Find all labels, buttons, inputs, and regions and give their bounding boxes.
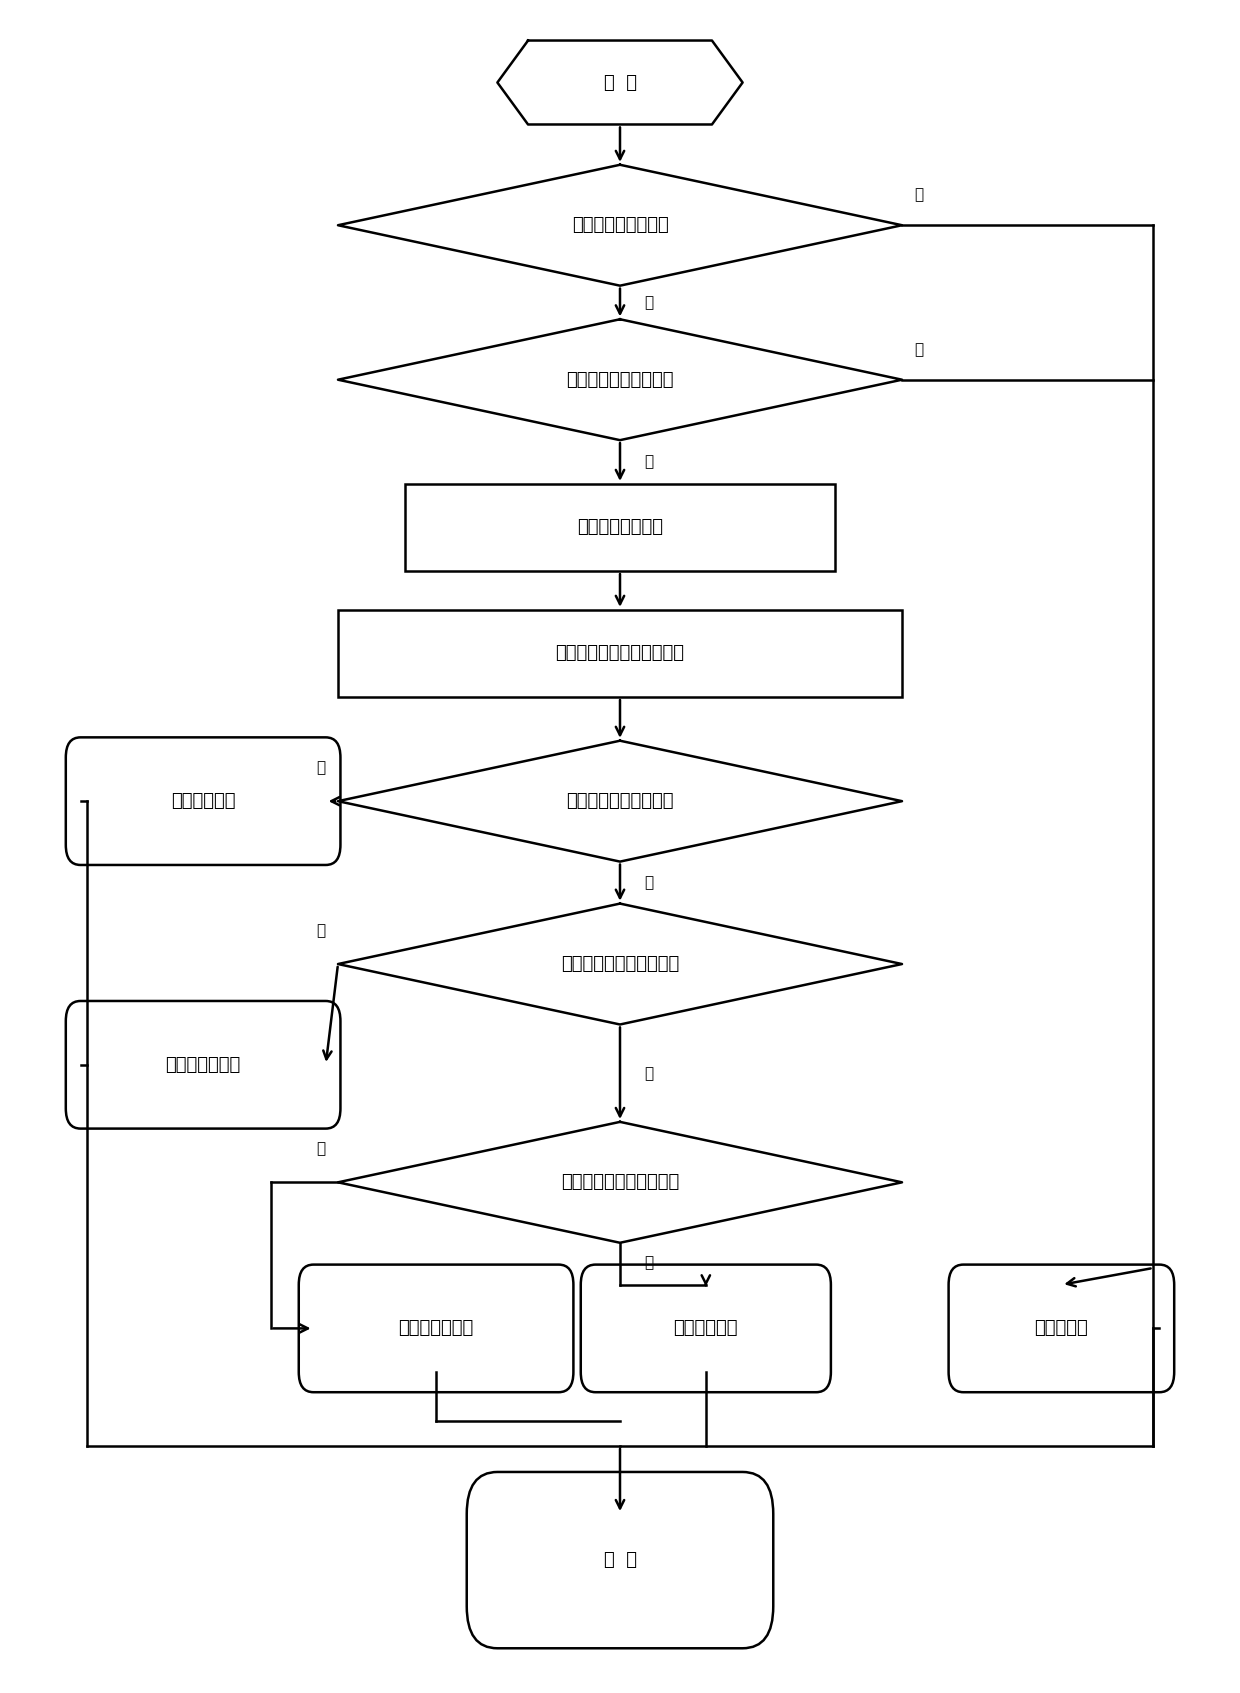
- Text: 否: 否: [645, 875, 653, 891]
- Text: 获取当前档位信息: 获取当前档位信息: [577, 518, 663, 537]
- FancyBboxPatch shape: [466, 1471, 774, 1649]
- Text: 当前档位为次高档位组？: 当前档位为次高档位组？: [560, 955, 680, 973]
- FancyBboxPatch shape: [66, 1001, 341, 1129]
- Text: 空档开关在空档位置？: 空档开关在空档位置？: [567, 371, 673, 389]
- Text: 是: 是: [645, 295, 653, 310]
- Text: 否: 否: [645, 454, 653, 469]
- Text: 次低档位限制值: 次低档位限制值: [398, 1319, 474, 1337]
- Text: 是: 是: [316, 1141, 326, 1156]
- Text: 当前档位为次低档位组？: 当前档位为次低档位组？: [560, 1173, 680, 1192]
- Text: 低档位限制值: 低档位限制值: [673, 1319, 738, 1337]
- FancyBboxPatch shape: [580, 1265, 831, 1392]
- Text: 当前档位为高档位组？: 当前档位为高档位组？: [567, 792, 673, 811]
- Text: 是: 是: [316, 923, 326, 938]
- Text: 开  始: 开 始: [604, 73, 636, 91]
- Text: 否: 否: [914, 188, 924, 203]
- Text: 否: 否: [645, 1065, 653, 1080]
- Bar: [339, 609, 901, 698]
- Text: 是: 是: [914, 342, 924, 357]
- Text: 结  束: 结 束: [604, 1551, 636, 1569]
- Text: 是: 是: [316, 760, 326, 775]
- Bar: [405, 484, 835, 571]
- Text: 高档位限制值: 高档位限制值: [171, 792, 236, 811]
- Text: 查表取得当前档位组别信息: 查表取得当前档位组别信息: [556, 645, 684, 662]
- FancyBboxPatch shape: [66, 738, 341, 865]
- FancyBboxPatch shape: [949, 1265, 1174, 1392]
- Text: 否: 否: [645, 1256, 653, 1270]
- Text: 转速不限制: 转速不限制: [1034, 1319, 1089, 1337]
- Text: 离合器在接合位置？: 离合器在接合位置？: [572, 217, 668, 234]
- Text: 次高档位限制值: 次高档位限制值: [165, 1056, 241, 1073]
- FancyBboxPatch shape: [299, 1265, 573, 1392]
